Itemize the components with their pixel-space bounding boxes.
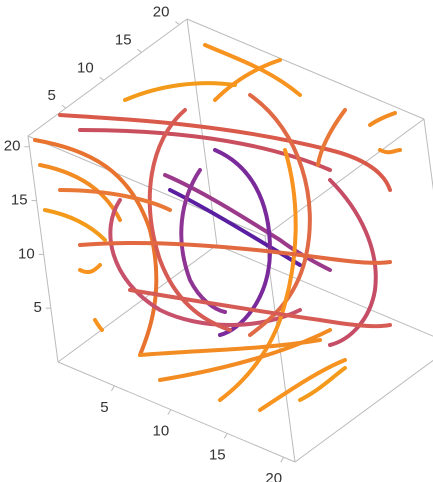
box-edge bbox=[186, 18, 218, 246]
y-tick bbox=[175, 21, 180, 25]
streamline bbox=[58, 113, 392, 192]
y-tick-label: 10 bbox=[77, 59, 94, 76]
z-tick-label: 10 bbox=[18, 245, 35, 262]
streamline bbox=[43, 208, 107, 242]
bounding-box bbox=[24, 18, 433, 463]
y-tick bbox=[99, 76, 105, 81]
box-edge bbox=[27, 135, 59, 363]
z-tick-label: 20 bbox=[4, 138, 21, 155]
box-edge bbox=[423, 118, 433, 191]
streamline bbox=[123, 81, 237, 102]
streamline bbox=[316, 108, 347, 167]
streamline bbox=[128, 288, 392, 329]
streamline bbox=[78, 263, 102, 275]
streamline bbox=[213, 58, 282, 102]
z-tick-label: 15 bbox=[11, 192, 28, 209]
streamline bbox=[158, 328, 332, 382]
box-edge bbox=[27, 18, 188, 137]
box-edge bbox=[216, 244, 433, 337]
box-edge bbox=[186, 18, 425, 120]
box-edge bbox=[57, 244, 218, 363]
x-tick-label: 5 bbox=[100, 399, 108, 416]
streamline bbox=[78, 128, 332, 172]
box-edge bbox=[294, 359, 433, 463]
x-tick-label: 20 bbox=[265, 470, 282, 482]
y-tick bbox=[137, 49, 142, 53]
x-tick bbox=[223, 433, 228, 439]
box-edge bbox=[57, 361, 296, 463]
streamline bbox=[378, 148, 402, 155]
streamline bbox=[33, 138, 159, 357]
streamline bbox=[108, 198, 302, 327]
x-tick-label: 15 bbox=[209, 446, 226, 463]
streamline bbox=[93, 318, 104, 332]
x-tick bbox=[167, 409, 172, 415]
x-tick bbox=[280, 456, 285, 463]
y-tick-label: 20 bbox=[153, 4, 170, 21]
x-tick bbox=[110, 385, 115, 392]
y-tick-label: 5 bbox=[48, 87, 56, 104]
streamline bbox=[78, 241, 392, 265]
y-tick-label: 15 bbox=[115, 31, 132, 48]
streamline bbox=[298, 366, 347, 402]
streamline bbox=[147, 108, 232, 332]
y-tick bbox=[61, 104, 67, 109]
streamlines bbox=[33, 43, 402, 412]
x-tick-label: 10 bbox=[153, 423, 170, 440]
streamline bbox=[328, 178, 378, 347]
streamline bbox=[258, 358, 347, 412]
box-edge bbox=[264, 118, 425, 237]
streamline bbox=[179, 168, 227, 314]
streamline bbox=[203, 43, 302, 97]
z-tick-label: 5 bbox=[34, 299, 42, 316]
streamline bbox=[248, 93, 312, 337]
streamline bbox=[38, 163, 122, 222]
streamline bbox=[58, 188, 172, 212]
streamline bbox=[368, 111, 397, 127]
